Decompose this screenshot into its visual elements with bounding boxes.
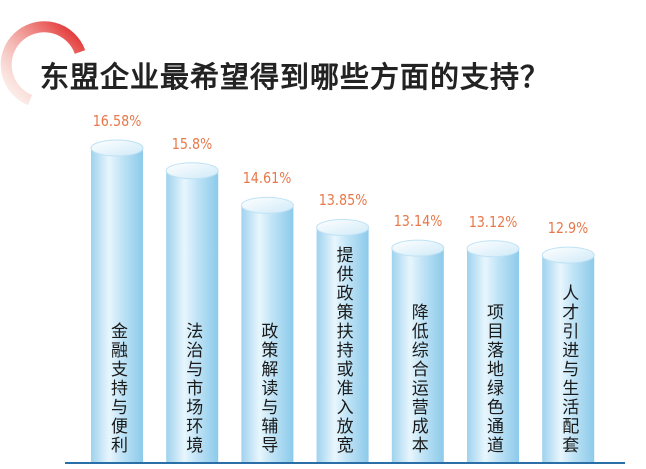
bar-1: [165, 162, 219, 462]
bar-cap: [391, 239, 445, 257]
bar-body: [166, 170, 219, 462]
value-label: 13.14%: [393, 212, 443, 231]
decorative-arc: [0, 21, 86, 106]
bar-body: [91, 148, 143, 462]
bar-3: [316, 218, 370, 462]
category-label: 法治与市场环境: [182, 322, 203, 455]
category-label: 项目落地绿色通道: [483, 303, 503, 455]
bar-0: [90, 139, 144, 462]
value-label: 13.12%: [468, 212, 518, 231]
bar-body: [391, 248, 444, 462]
bar-body: [467, 248, 519, 462]
bar-4: [391, 239, 445, 462]
value-label: 13.85%: [318, 191, 367, 210]
value-label: 12.9%: [547, 219, 589, 238]
bar-body: [241, 205, 294, 462]
category-label: 提供政策扶持或准入放宽: [332, 246, 353, 455]
bar-2: [240, 196, 294, 462]
chart-title: 东盟企业最希望得到哪些方面的支持？: [40, 60, 551, 94]
bar-cap: [316, 218, 370, 236]
bar-cap: [240, 196, 294, 214]
value-label: 16.58%: [92, 112, 142, 131]
bar-cap: [165, 162, 219, 180]
bar-body: [542, 255, 595, 462]
category-label: 人才引进与生活配套: [558, 284, 579, 455]
category-label: 金融支持与便利: [107, 322, 127, 455]
bar-6: [541, 246, 595, 462]
bar-body: [316, 227, 369, 462]
bar-cap: [90, 139, 144, 157]
value-label: 15.8%: [171, 134, 213, 153]
bar-cap: [466, 240, 520, 258]
category-label: 降低综合运营成本: [407, 303, 428, 455]
value-label: 14.61%: [243, 169, 292, 188]
category-label: 政策解读与辅导: [257, 322, 278, 455]
bar-5: [466, 240, 520, 462]
bar-cap: [541, 246, 595, 264]
